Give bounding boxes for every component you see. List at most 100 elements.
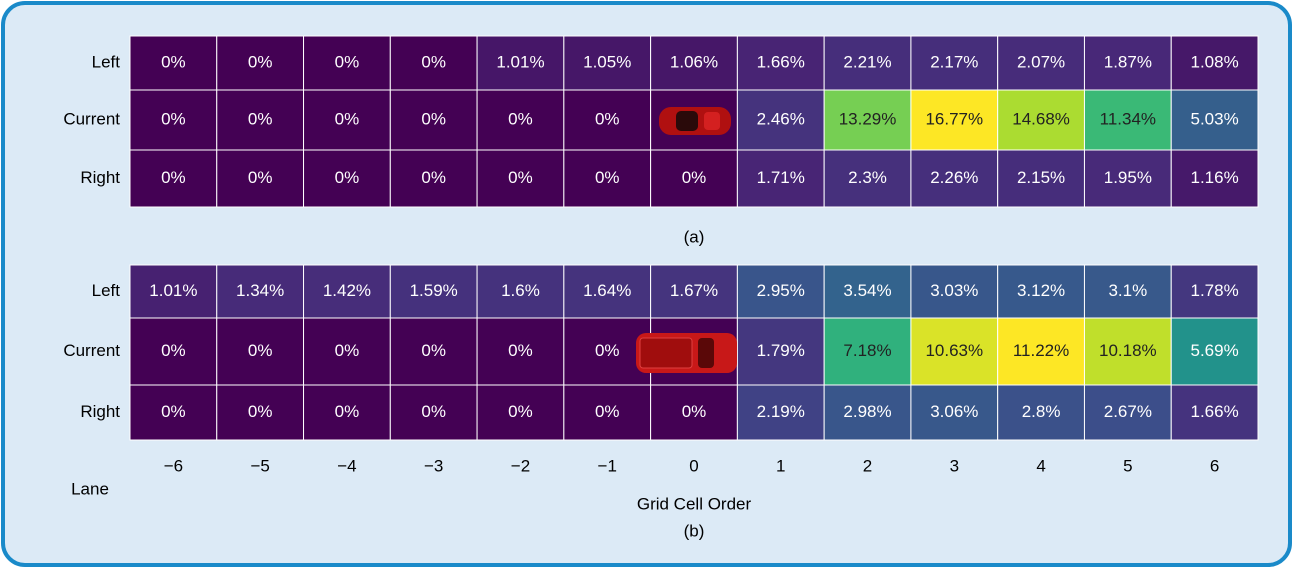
cell-label: 2.21% [843, 52, 891, 71]
cell-label: 1.95% [1104, 168, 1152, 187]
cell-label: 2.46% [757, 109, 805, 128]
cell-label: 10.18% [1099, 341, 1157, 360]
x-tick-label: −1 [598, 456, 617, 475]
cell-label: 0% [421, 402, 446, 421]
cell-label: 0% [595, 402, 620, 421]
cell-label: 0% [161, 341, 186, 360]
cell-label: 2.19% [757, 402, 805, 421]
x-tick-label: 2 [863, 456, 872, 475]
x-tick-label: 1 [776, 456, 785, 475]
cell-label: 0% [595, 168, 620, 187]
cell-label: 0% [682, 402, 707, 421]
cell-label: 0% [421, 341, 446, 360]
caption: (b) [684, 521, 705, 540]
cell-label: 2.67% [1104, 402, 1152, 421]
cell-label: 13.29% [839, 109, 897, 128]
cell-label: 0% [421, 109, 446, 128]
cell-label: 1.01% [496, 52, 544, 71]
cell-label: 10.63% [925, 341, 983, 360]
cell-label: 0% [508, 402, 533, 421]
cell-label: 1.67% [670, 281, 718, 300]
cell-label: 0% [248, 109, 273, 128]
cell-label: 3.06% [930, 402, 978, 421]
cell-label: 0% [248, 52, 273, 71]
cell-label: 2.8% [1022, 402, 1061, 421]
cell-label: 5.69% [1191, 341, 1239, 360]
cell-label: 0% [508, 341, 533, 360]
cell-label: 1.66% [1191, 402, 1239, 421]
car-b [636, 333, 737, 373]
cell-label: 1.01% [149, 281, 197, 300]
cell-label: 1.71% [757, 168, 805, 187]
cell-label: 2.15% [1017, 168, 1065, 187]
cell-label: 7.18% [843, 341, 891, 360]
cell-label: 0% [161, 109, 186, 128]
cell-label: 3.1% [1108, 281, 1147, 300]
cell-label: 0% [248, 168, 273, 187]
row-label: Right [80, 402, 120, 421]
cell-label: 1.59% [410, 281, 458, 300]
cell-label: 0% [508, 168, 533, 187]
page: (a) Lane Grid Cell Order (b) Left 0% 0% 0% 0… [0, 0, 1293, 573]
cell-label: 1.66% [757, 52, 805, 71]
x-tick-label: −5 [250, 456, 269, 475]
cell-label: 0% [335, 168, 360, 187]
cell-label: 0% [421, 52, 446, 71]
x-tick-label: 4 [1036, 456, 1045, 475]
x-tick-label: −2 [511, 456, 530, 475]
cell-label: 3.54% [843, 281, 891, 300]
row-label: Current [63, 341, 120, 360]
cell-label: 11.34% [1100, 109, 1156, 128]
row-label: Left [92, 281, 121, 300]
cell-label: 2.26% [930, 168, 978, 187]
row-label: Current [63, 109, 120, 128]
cell-label: 0% [335, 109, 360, 128]
cell-label: 0% [161, 168, 186, 187]
x-tick-label: −6 [164, 456, 183, 475]
cell-label: 0% [335, 341, 360, 360]
x-axis-label: Grid Cell Order [637, 494, 752, 513]
cell-label: 3.03% [930, 281, 978, 300]
cell-label: 2.17% [930, 52, 978, 71]
cell-label: 1.78% [1191, 281, 1239, 300]
row-label: Left [92, 52, 121, 71]
x-tick-label: 0 [689, 456, 698, 475]
cell-label: 2.98% [843, 402, 891, 421]
y-axis-label: Lane [71, 479, 109, 498]
cell-label: 2.07% [1017, 52, 1065, 71]
cell-label: 1.79% [757, 341, 805, 360]
cell-label: 0% [161, 52, 186, 71]
cell-label: 0% [335, 52, 360, 71]
caption: (a) [684, 227, 705, 246]
cell-label: 1.16% [1191, 168, 1239, 187]
cell-label: 14.68% [1012, 109, 1070, 128]
cell-label: 0% [161, 402, 186, 421]
cell-label: 0% [682, 168, 707, 187]
x-tick-label: −4 [337, 456, 356, 475]
x-tick-label: 3 [950, 456, 959, 475]
cell-label: 1.64% [583, 281, 631, 300]
cell-label: 1.87% [1104, 52, 1152, 71]
cell-label: 5.03% [1191, 109, 1239, 128]
cell-label: 11.22% [1013, 341, 1069, 360]
cell-label: 2.3% [848, 168, 887, 187]
x-tick-label: 5 [1123, 456, 1132, 475]
cell-label: 1.34% [236, 281, 284, 300]
cell-label: 0% [421, 168, 446, 187]
cell-label: 1.05% [583, 52, 631, 71]
cell-label: 1.08% [1191, 52, 1239, 71]
cell-label: 3.12% [1017, 281, 1065, 300]
x-tick-label: 6 [1210, 456, 1219, 475]
cell-label: 0% [248, 341, 273, 360]
x-tick-label: −3 [424, 456, 443, 475]
cell-label: 0% [335, 402, 360, 421]
cell-label: 1.6% [501, 281, 540, 300]
cell-label: 16.77% [925, 109, 983, 128]
row-label: Right [80, 168, 120, 187]
car-a [659, 107, 731, 135]
cell-label: 0% [508, 109, 533, 128]
cell-label: 1.06% [670, 52, 718, 71]
cell-label: 1.42% [323, 281, 371, 300]
cell-label: 2.95% [757, 281, 805, 300]
cell-label: 0% [595, 341, 620, 360]
